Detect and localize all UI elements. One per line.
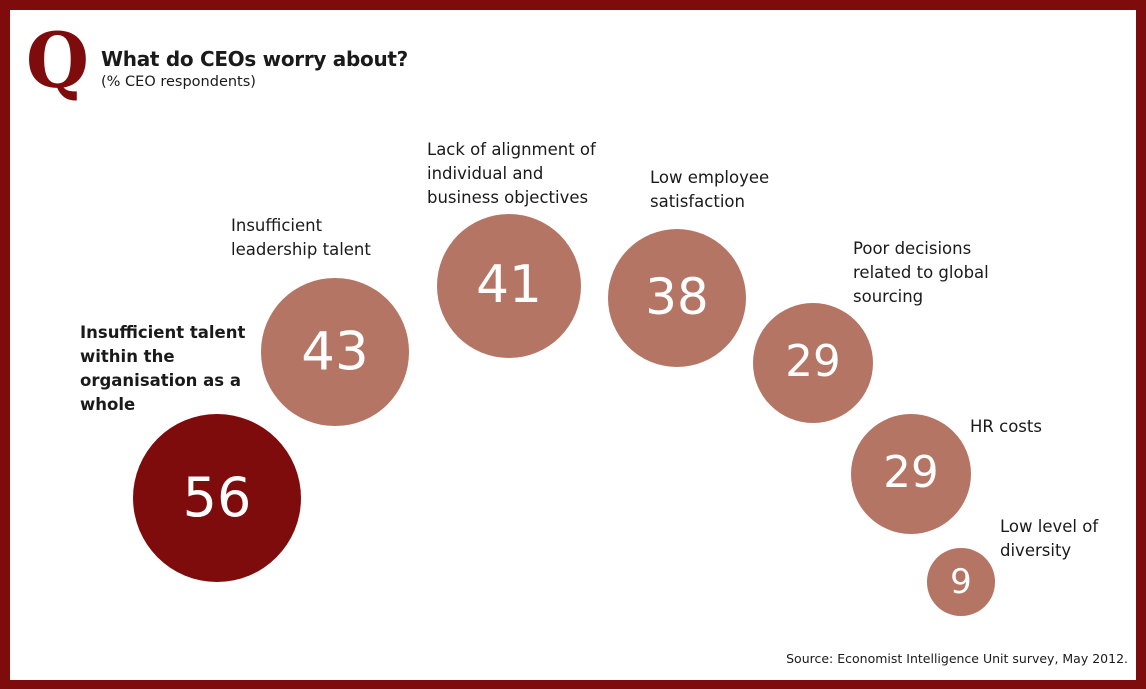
category-label: Insufficient leadership talent <box>231 216 371 259</box>
source-note: Source: Economist Intelligence Unit surv… <box>786 651 1128 666</box>
category-label: Lack of alignment of individual and busi… <box>427 140 596 207</box>
bubble-value-label: 43 <box>301 321 369 383</box>
bubble-1: 56 <box>133 414 301 582</box>
bubble-value-label: 56 <box>182 466 252 529</box>
category-label: HR costs <box>970 417 1042 436</box>
bubble-2: 43 <box>261 278 409 426</box>
category-label: Poor decisions related to global sourcin… <box>853 239 989 306</box>
bubble-4: 38 <box>607 228 747 368</box>
category-label: Low employee satisfaction <box>650 168 770 211</box>
bubble-value-label: 9 <box>950 561 972 602</box>
category-label: Insufficient talent within the organisat… <box>80 323 246 414</box>
chart-subtitle: (% CEO respondents) <box>101 74 256 90</box>
bubble-7: 9 <box>927 548 995 616</box>
category-label: Low level of diversity <box>1000 517 1099 560</box>
bubble-value-label: 41 <box>476 255 542 316</box>
bubble-5: 29 <box>752 302 874 424</box>
bubble-6: 29 <box>850 413 972 535</box>
chart-title: What do CEOs worry about? <box>101 47 408 71</box>
bubble-value-label: 29 <box>883 448 939 499</box>
bubble-value-label: 29 <box>785 337 841 388</box>
bubble-3: 41 <box>437 214 581 358</box>
bubble-value-label: 38 <box>645 268 709 327</box>
q-logo: Q <box>26 16 89 105</box>
